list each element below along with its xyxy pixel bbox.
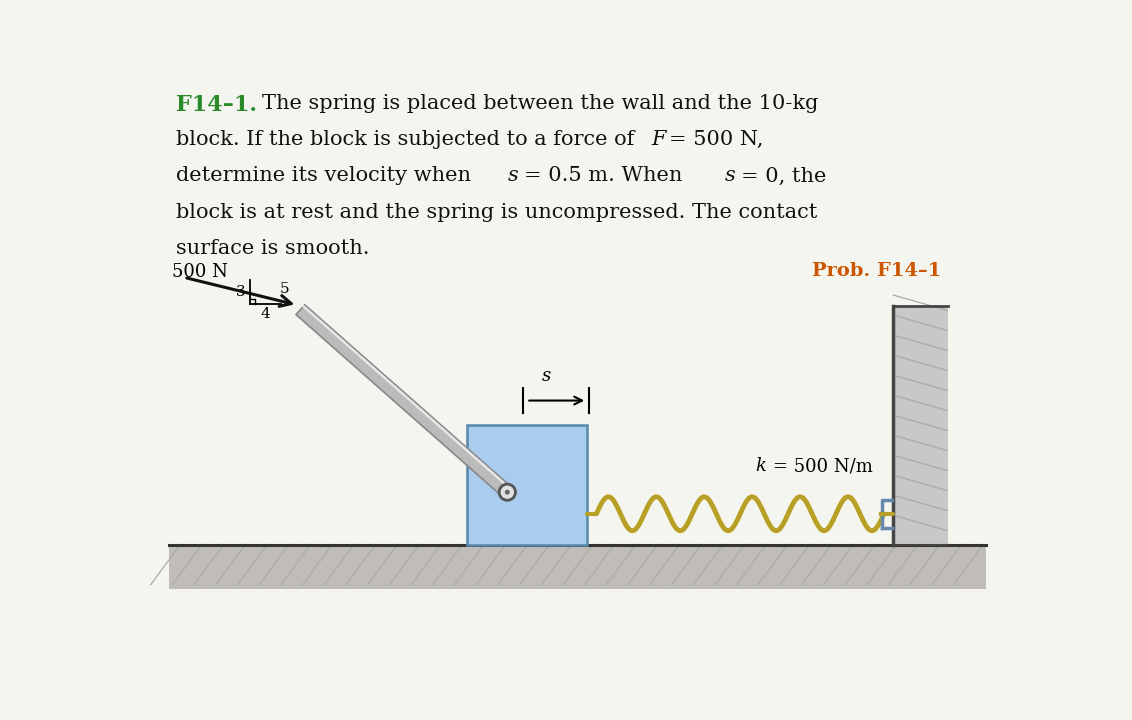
Circle shape: [499, 484, 515, 500]
Text: = 500 N/m: = 500 N/m: [773, 457, 873, 475]
Text: 500 N: 500 N: [172, 264, 229, 282]
Text: k: k: [756, 457, 766, 475]
Bar: [169, 544, 986, 589]
Text: block. If the block is subjected to a force of: block. If the block is subjected to a fo…: [177, 130, 642, 149]
Text: s: s: [542, 367, 551, 385]
Text: 5: 5: [280, 282, 289, 296]
Text: F14–1.: F14–1.: [177, 94, 257, 116]
Text: The spring is placed between the wall and the 10-kg: The spring is placed between the wall an…: [261, 94, 818, 113]
Text: = 0.5 m. When: = 0.5 m. When: [524, 166, 688, 186]
Text: 3: 3: [235, 285, 246, 299]
Text: block is at rest and the spring is uncompressed. The contact: block is at rest and the spring is uncom…: [177, 202, 817, 222]
Polygon shape: [295, 305, 512, 497]
Bar: [893, 306, 947, 544]
Text: = 0, the: = 0, the: [740, 166, 826, 186]
Text: s: s: [724, 166, 735, 186]
Text: determine its velocity when: determine its velocity when: [177, 166, 478, 186]
Circle shape: [505, 490, 509, 495]
Text: = 500 N,: = 500 N,: [669, 130, 763, 149]
Text: surface is smooth.: surface is smooth.: [177, 239, 370, 258]
Text: F: F: [651, 130, 666, 149]
Bar: [468, 426, 588, 544]
Text: Prob. F14–1: Prob. F14–1: [812, 262, 941, 280]
Text: 4: 4: [260, 307, 271, 321]
Text: s: s: [507, 166, 518, 186]
